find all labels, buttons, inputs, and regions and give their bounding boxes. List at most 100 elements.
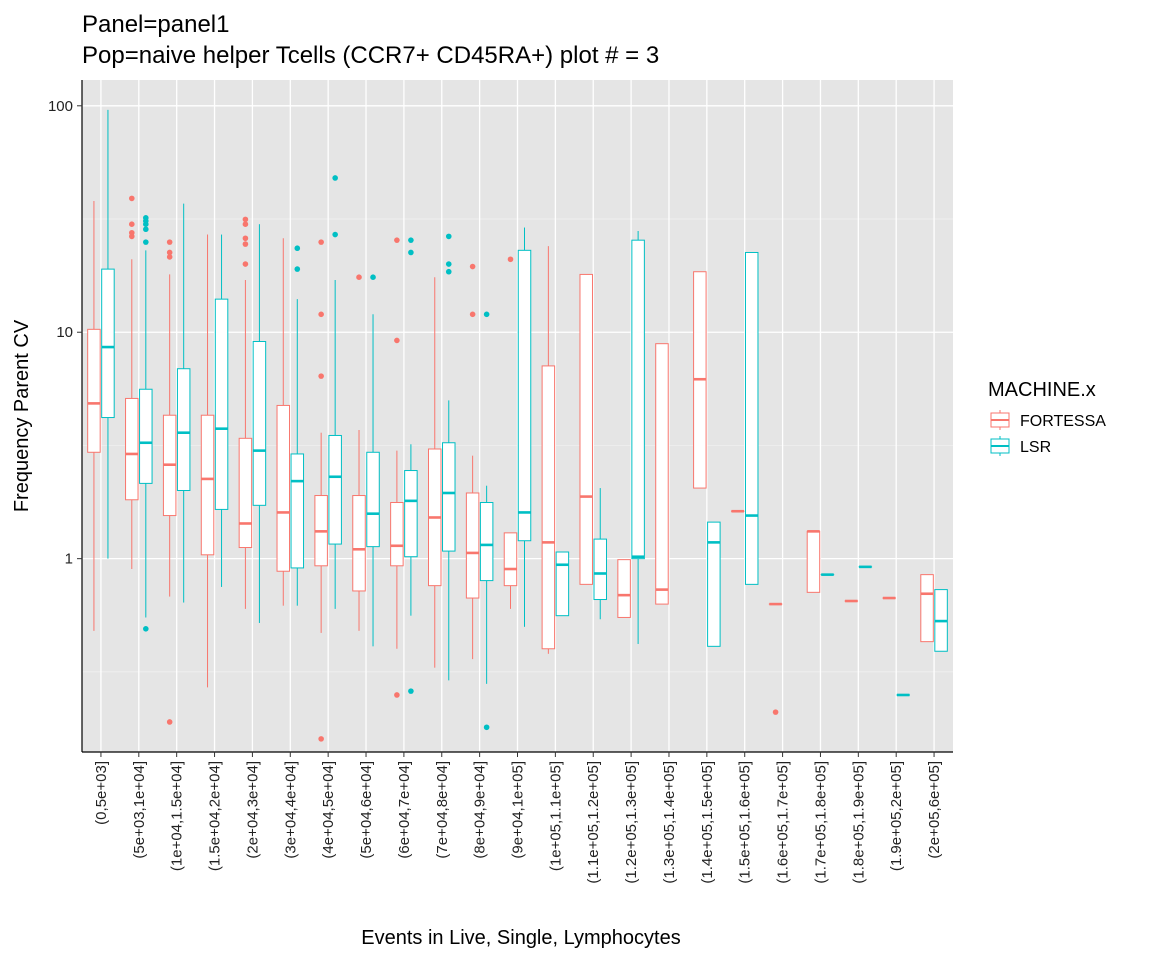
box-iqr [214,298,229,510]
outlier-point [242,221,249,227]
box-iqr [920,574,934,643]
outlier-point [483,724,490,731]
x-tick-label: (1.1e+05,1.2e+05] [585,761,602,884]
box-lsr-0 [101,109,115,559]
box-lsr-10 [479,311,494,731]
outlier-point [332,175,338,181]
box-iqr [442,442,456,552]
y-tick-label: 100 [48,98,73,115]
box-iqr [276,404,291,572]
x-tick-label: (1.4e+05,1.5e+05] [699,761,716,884]
box-fortessa-22 [920,574,934,643]
outlier-point [143,215,149,221]
x-tick-label: (1.7e+05,1.8e+05] [812,761,829,884]
outlier-point [507,256,514,263]
outlier-point [166,239,173,245]
x-tick-label: (0,5e+03] [93,761,110,825]
box-lsr-13 [593,488,607,620]
box-iqr [87,328,101,453]
box-fortessa-19 [806,530,821,593]
boxes-layer [87,109,948,742]
x-tick-label: (8e+04,9e+04] [472,761,489,859]
outlier-point [128,195,135,202]
outlier-point [166,254,173,260]
outlier-point [294,245,301,252]
legend-key-fortessa [990,410,1010,430]
outlier-point [356,274,362,280]
x-tick-label: (7e+04,8e+04] [434,761,451,859]
outlier-point [483,311,490,318]
outlier-point [166,719,173,725]
box-fortessa-14 [617,559,631,618]
y-ticks: 1 10 100 [48,98,82,568]
outlier-point [318,736,324,742]
legend-label-lsr: LSR [1020,439,1051,456]
x-tick-label: (6e+04,7e+04] [396,761,413,859]
x-tick-label: (1.5e+05,1.6e+05] [737,761,754,884]
x-tick-label: (1.5e+04,2e+04] [207,761,224,871]
y-tick-label: 10 [56,324,73,341]
box-lsr-3 [214,234,229,587]
outlier-point [242,216,249,223]
y-tick-label: 1 [65,551,73,568]
box-iqr [366,451,380,548]
outlier-point [394,237,400,243]
box-iqr [806,530,821,593]
box-iqr [404,470,418,558]
box-fortessa-8 [390,237,404,698]
outlier-point [469,311,476,318]
box-iqr [139,388,153,484]
outlier-point [242,261,249,267]
legend-key-lsr [990,436,1010,456]
x-tick-label: (3e+04,4e+04] [282,761,299,859]
box-lsr-7 [366,274,380,647]
x-tick-label: (1.3e+05,1.4e+05] [661,761,678,884]
outlier-point [318,239,324,245]
outlier-point [445,268,452,275]
legend-title: MACHINE.x [988,379,1096,401]
outlier-point [469,263,476,270]
box-iqr [579,273,593,585]
box-iqr [617,559,631,618]
outlier-point [318,311,324,318]
box-iqr [390,502,404,567]
outlier-point [408,688,414,694]
box-lsr-8 [404,237,418,694]
outlier-point [445,261,452,267]
x-tick-label: (1e+05,1.1e+05] [547,761,564,871]
outlier-point [143,226,149,233]
outlier-point [128,229,135,236]
box-fortessa-18 [768,602,783,715]
x-tick-label: (2e+05,6e+05] [926,761,943,859]
x-tick-label: (9e+04,1e+05] [510,761,527,859]
x-tick-label: (1e+04,1.5e+04] [169,761,186,871]
box-fortessa-6 [314,239,328,742]
outlier-point [370,274,376,280]
box-lsr-9 [442,233,456,681]
box-iqr [744,251,759,585]
box-lsr-4 [252,224,267,623]
box-iqr [479,502,494,582]
outlier-point [445,233,452,240]
outlier-point [143,239,149,245]
x-tick-label: (4e+04,5e+04] [320,761,337,859]
outlier-point [166,249,173,256]
box-iqr [238,437,253,549]
y-axis-title: Frequency Parent CV [11,319,33,512]
x-tick-label: (1.6e+05,1.7e+05] [775,761,792,884]
outlier-point [242,235,249,242]
box-lsr-16 [707,521,721,647]
box-fortessa-11 [503,256,518,609]
box-fortessa-2 [162,239,177,725]
box-iqr [465,492,480,599]
outlier-point [294,266,301,272]
outlier-point [143,626,149,632]
x-tick-label: (2e+04,3e+04] [244,761,261,859]
x-tick-label: (1.9e+05,2e+05] [888,761,905,871]
outlier-point [408,237,414,243]
box-iqr [125,397,139,501]
x-ticks: (0,5e+03] (5e+03,1e+04] (1e+04,1.5e+04] (1.… [93,752,943,884]
chart-subtitle: Pop=naive helper Tcells (CCR7+ CD45RA+) … [82,42,659,69]
box-iqr [593,538,607,601]
